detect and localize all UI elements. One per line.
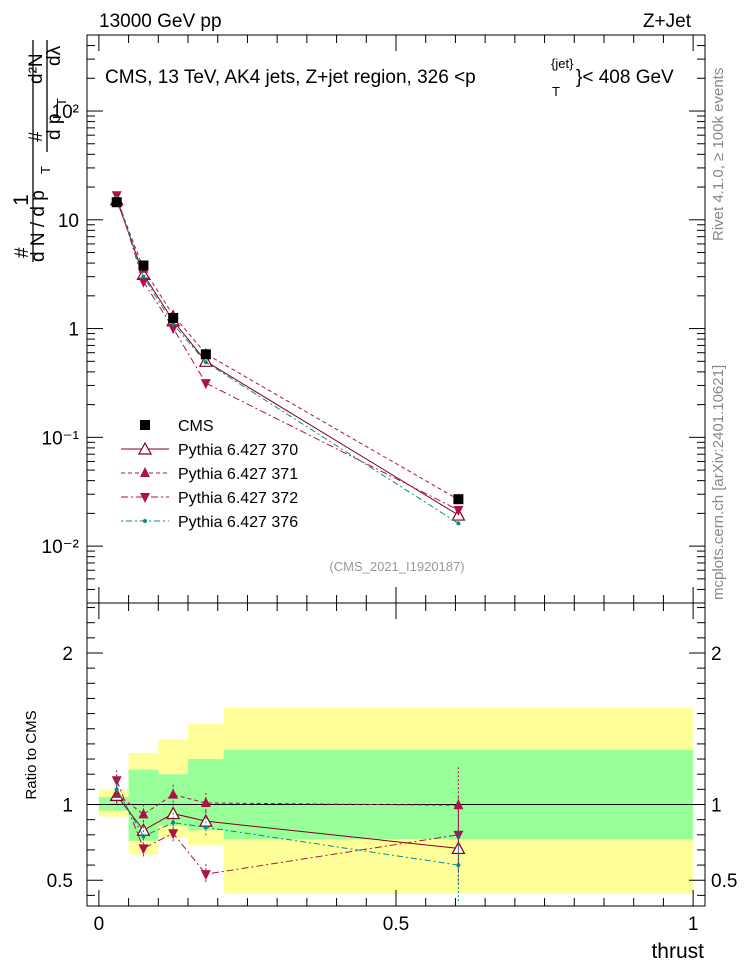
mc-point — [200, 379, 211, 390]
data-point-cms — [453, 494, 464, 505]
mc-point — [138, 277, 149, 288]
chart-title-superscript: {jet} — [551, 56, 574, 71]
header-energy: 13000 GeV pp — [99, 11, 222, 32]
rivet-version-text: Rivet 4.1.0, ≥ 100k events — [710, 68, 727, 241]
ratio-y-tick-label-right: 2 — [711, 644, 722, 665]
main-series — [109, 191, 466, 526]
data-point-cms — [138, 260, 149, 271]
ratio-line — [116, 789, 459, 866]
legend: CMS Pythia 6.427 370 Pythia 6.427 371 Pythi… — [121, 418, 298, 531]
ratio-y-tick-label-right: 0.5 — [711, 871, 737, 892]
ratio-y-tick-label-left: 0.5 — [47, 871, 73, 892]
ratio-point — [168, 788, 179, 799]
ratio-point — [203, 825, 208, 830]
series-line — [116, 195, 459, 511]
ylabel-d2n: d²N — [26, 53, 47, 84]
ratio-point — [200, 796, 211, 807]
legend-label: Pythia 6.427 370 — [178, 442, 298, 459]
ratio-y-tick-label-left: 2 — [62, 644, 73, 665]
ratio-y-tick-label-right: 1 — [711, 795, 722, 816]
chart-title-subscript: T — [552, 84, 560, 99]
chart-title-suffix: }< 408 GeV — [576, 67, 674, 88]
ratio-line — [116, 793, 459, 815]
y-tick-label: 10² — [52, 102, 79, 123]
series-line — [116, 197, 459, 524]
mc-point — [203, 360, 208, 365]
mc-point — [453, 505, 464, 516]
legend-marker — [143, 519, 147, 523]
ratio-point — [168, 829, 179, 840]
header-process: Z+Jet — [643, 11, 692, 32]
mc-point — [456, 521, 461, 526]
ratio-y-axis-label: Ratio to CMS — [23, 710, 40, 799]
main-y-axis-label: 1 d N / d p T # # d p T dλ d²N — [10, 40, 69, 262]
ratio-point — [171, 820, 176, 825]
ylabel-sub-t2: T — [54, 98, 69, 106]
ylabel-hash-2: # — [26, 131, 47, 142]
mc-point — [141, 274, 146, 279]
mc-point — [171, 322, 176, 327]
data-point-cms — [200, 349, 211, 360]
ratio-ticks: 0.5 0.5 1 1 2 2 0 0.5 1 — [47, 603, 737, 935]
y-tick-label: 10⁻¹ — [42, 428, 80, 449]
ratio-panel: 0.5 0.5 1 1 2 2 0 0.5 1 Ratio to CMS thrust — [23, 602, 737, 963]
x-tick-label: 1 — [688, 914, 699, 935]
legend-marker — [140, 467, 150, 477]
mcplots-text: mcplots.cern.ch [arXiv:2401.10621] — [710, 365, 727, 600]
ratio-y-tick-label-left: 1 — [62, 795, 73, 816]
legend-marker — [140, 420, 150, 430]
y-tick-label: 1 — [68, 320, 79, 341]
data-point-cms — [111, 197, 122, 208]
ylabel-sub-t1: T — [38, 166, 53, 174]
mc-point — [168, 324, 179, 335]
y-tick-label: 10 — [58, 211, 79, 232]
ratio-point — [456, 863, 461, 868]
ratio-point — [138, 808, 149, 819]
ratio-point — [114, 787, 119, 792]
x-tick-label: 0 — [94, 914, 105, 935]
main-panel: 10⁻² 10⁻¹ 1 10 10² CMS, 13 TeV, AK4 jets, Z+… — [42, 34, 706, 604]
ratio-series — [109, 767, 466, 904]
analysis-watermark: (CMS_2021_I1920187) — [329, 559, 464, 574]
x-tick-label: 0.5 — [383, 914, 409, 935]
legend-marker — [137, 441, 153, 455]
y-tick-label: 10⁻² — [42, 537, 80, 558]
data-point-cms — [168, 313, 179, 324]
legend-label: Pythia 6.427 371 — [178, 466, 298, 483]
ratio-point — [138, 844, 149, 855]
legend-marker — [140, 493, 150, 503]
legend-label: Pythia 6.427 372 — [178, 490, 298, 507]
ylabel-dpt: d p — [44, 114, 65, 140]
legend-label: Pythia 6.427 376 — [178, 514, 298, 531]
legend-label: CMS — [178, 418, 214, 435]
ratio-uncertainty-bands — [87, 707, 705, 894]
ylabel-numerator-one: 1 — [10, 194, 33, 206]
chart-title: CMS, 13 TeV, AK4 jets, Z+jet region, 326… — [105, 67, 476, 88]
ylabel-dlambda: dλ — [44, 45, 65, 66]
ratio-point — [200, 870, 211, 881]
ylabel-hash-1: # — [12, 247, 33, 258]
ratio-point — [453, 799, 464, 810]
x-axis-label: thrust — [651, 940, 704, 963]
main-y-ticks: 10⁻² 10⁻¹ 1 10 10² — [42, 34, 705, 604]
ratio-point — [141, 834, 146, 839]
